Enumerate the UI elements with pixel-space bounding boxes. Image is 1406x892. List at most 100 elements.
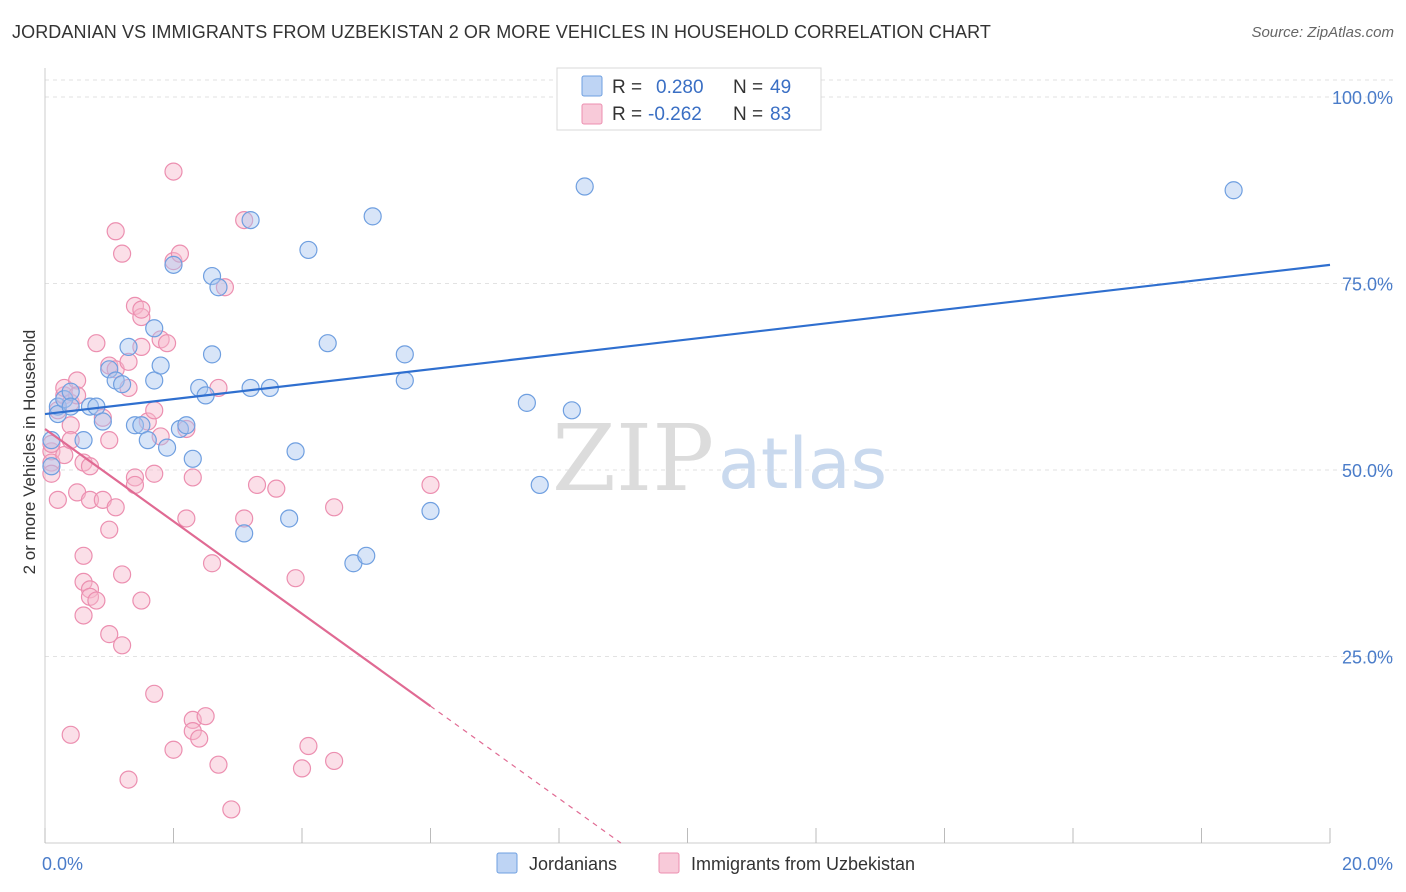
point-jordanians-38: [318, 334, 337, 353]
point-jordanians-44: [421, 501, 440, 521]
point-jordanians-18: [145, 319, 164, 338]
point-jordanians-10: [93, 412, 112, 431]
point-immigrants-41: [125, 468, 145, 487]
point-immigrants-70: [222, 800, 241, 819]
point-immigrants-66: [202, 554, 222, 573]
x-tick-labels: 0.0% 20.0%: [42, 854, 1393, 874]
point-immigrants-73: [247, 475, 267, 495]
point-immigrants-71: [235, 509, 254, 528]
point-jordanians-2: [48, 397, 67, 416]
stats-n-label-2: N =: [733, 104, 763, 125]
point-immigrants-45: [132, 300, 151, 319]
point-immigrants-42: [125, 475, 145, 495]
point-jordanians-21: [157, 438, 177, 457]
stats-r-label-1: R =: [612, 77, 642, 98]
point-immigrants-36: [112, 565, 132, 584]
point-immigrants-17: [74, 546, 93, 565]
point-jordanians-42: [395, 345, 414, 364]
trend-lines: [44, 263, 1331, 844]
point-immigrants-33: [106, 222, 125, 241]
x-tick-label-0: 0.0%: [42, 854, 83, 874]
trend-line-immigrants-extension: [430, 705, 622, 844]
point-jordanians-43: [395, 371, 414, 390]
legend-label-immigrants: Immigrants from Uzbekistan: [691, 854, 915, 874]
point-jordanians-14: [119, 337, 138, 357]
stats-n-label-1: N =: [733, 77, 763, 98]
point-jordanians-29: [202, 345, 222, 364]
point-immigrants-50: [145, 401, 164, 420]
point-immigrants-64: [190, 729, 209, 748]
point-jordanians-11: [100, 360, 119, 379]
point-jordanians-35: [280, 509, 299, 528]
point-immigrants-49: [145, 464, 164, 483]
point-immigrants-38: [119, 352, 138, 371]
legend-label-jordanians: Jordanians: [529, 854, 617, 874]
point-jordanians-32: [241, 210, 260, 230]
point-immigrants-68: [209, 755, 228, 774]
point-immigrants-57: [164, 740, 183, 759]
point-jordanians-31: [235, 524, 254, 543]
point-jordanians-0: [42, 457, 61, 476]
point-jordanians-36: [286, 442, 305, 461]
watermark-atlas: atlas: [718, 423, 887, 505]
watermark: ZIP atlas: [552, 405, 887, 512]
point-jordanians-25: [183, 449, 202, 468]
legend-swatch-immigrants: [658, 852, 680, 874]
trend-line-immigrants: [44, 428, 432, 708]
point-jordanians-8: [80, 397, 100, 416]
point-immigrants-72: [235, 210, 254, 230]
chart-title: JORDANIAN VS IMMIGRANTS FROM UZBEKISTAN …: [12, 22, 992, 42]
point-jordanians-48: [575, 177, 594, 196]
point-immigrants-40: [119, 770, 138, 789]
stats-n-value-1: 49: [770, 77, 791, 98]
point-immigrants-75: [286, 569, 305, 588]
point-immigrants-69: [215, 278, 234, 297]
point-immigrants-65: [196, 707, 215, 726]
point-jordanians-40: [357, 546, 376, 565]
point-immigrants-74: [267, 479, 286, 498]
point-immigrants-2: [42, 464, 61, 483]
point-immigrants-61: [183, 468, 202, 487]
point-immigrants-14: [68, 371, 87, 390]
point-jordanians-20: [151, 356, 170, 375]
y-axis-title: 2 or more Vehicles in Household: [20, 330, 39, 575]
point-jordanians-7: [74, 431, 93, 450]
point-immigrants-80: [421, 475, 440, 495]
y-tick-label-25: 25.0%: [1342, 648, 1393, 668]
point-immigrants-24: [87, 334, 106, 353]
point-jordanians-28: [202, 266, 222, 286]
point-immigrants-25: [87, 591, 106, 610]
stats-legend: R = 0.280 N = 49 R = -0.262 N = 83: [556, 67, 822, 131]
point-immigrants-47: [132, 591, 151, 610]
grid-lines: [45, 79, 1393, 657]
y-tick-label-75: 75.0%: [1342, 275, 1393, 295]
point-jordanians-30: [209, 278, 228, 297]
point-immigrants-30: [100, 431, 119, 450]
point-jordanians-33: [241, 378, 260, 398]
series-jordanians-points: [42, 177, 1243, 573]
trend-line-jordanians: [44, 263, 1331, 416]
point-immigrants-60: [177, 509, 196, 528]
series-immigrants-points: [42, 162, 440, 819]
point-immigrants-12: [61, 725, 80, 744]
point-jordanians-13: [112, 375, 132, 394]
x-tick-label-20: 20.0%: [1342, 854, 1393, 874]
point-immigrants-31: [100, 625, 119, 644]
y-tick-label-100: 100.0%: [1332, 88, 1393, 108]
point-immigrants-55: [164, 162, 183, 181]
point-immigrants-29: [100, 520, 119, 539]
point-jordanians-15: [125, 416, 145, 435]
point-immigrants-34: [106, 498, 125, 517]
point-jordanians-37: [299, 240, 318, 260]
point-immigrants-10: [61, 416, 80, 435]
point-immigrants-78: [325, 498, 344, 517]
point-immigrants-22: [80, 580, 100, 599]
point-immigrants-4: [48, 490, 67, 509]
point-jordanians-46: [530, 475, 549, 495]
point-immigrants-44: [132, 307, 151, 327]
y-tick-labels: 25.0% 50.0% 75.0% 100.0%: [1332, 88, 1393, 668]
point-immigrants-58: [170, 244, 190, 263]
y-tick-label-50: 50.0%: [1342, 461, 1393, 481]
point-jordanians-4: [55, 390, 74, 409]
